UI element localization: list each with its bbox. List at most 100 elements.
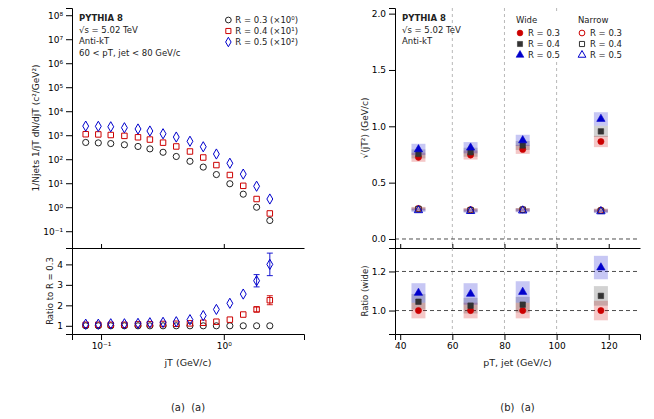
tick-label: 1.2 [372,267,386,277]
y-axis: 10⁻¹10⁰10¹10²10³10⁴10⁵10⁶10⁷10⁸ [43,9,72,249]
y-axis-title: 1/Njets 1/jT dN/djT (c²/GeV²) [31,64,41,191]
point [466,143,474,150]
point [466,289,474,296]
point [135,143,141,149]
plot-area [395,8,640,248]
x-axis: 406080100120 [395,334,641,351]
tick-label: 2.0 [372,9,387,19]
error-band [594,256,608,279]
tick-mark [66,15,72,16]
point [213,171,219,177]
point [147,137,152,142]
legend-background [223,14,300,48]
tick-label: 1.0 [372,306,387,316]
point [213,304,219,314]
point [135,135,140,140]
point [227,317,232,322]
point [187,149,192,154]
tick: 10⁰ [48,203,72,213]
point [174,144,179,149]
point [147,146,153,152]
tick: 1.5 [372,65,395,75]
tick-mark [389,239,395,240]
error-band [464,209,478,212]
tick-label: 10⁰ [217,341,232,351]
tick-mark [389,311,395,312]
point [160,129,166,139]
tick-mark [557,244,558,248]
point [227,172,232,177]
point [254,323,260,329]
point [187,136,193,146]
legend-label: R = 0.3 (×10⁰) [235,15,298,25]
legend-marker [226,28,231,33]
tick-mark [504,334,505,340]
tick-mark [66,159,72,160]
point [519,206,527,213]
point [254,181,260,191]
legend-label: R = 0.4 [528,39,560,49]
legend-label: R = 0.4 [590,39,622,49]
legend-marker [578,51,586,58]
point [121,142,127,148]
axis-line [396,335,641,341]
point [520,143,525,148]
tick-mark [400,244,401,248]
tick-label: 10⁸ [48,11,63,21]
y-axis-title: Ratio to R = 0.3 [45,257,55,325]
point [267,217,273,223]
legend-title: Wide [516,15,537,25]
tick: 120 [601,334,618,351]
tick-mark [557,334,558,340]
point [213,323,219,329]
point [241,312,246,317]
legend-marker [517,41,522,46]
error-band [516,209,530,212]
point [254,204,260,210]
legend-label: R = 0.5 [528,50,560,60]
point [598,293,603,298]
point [95,319,101,329]
point [108,122,114,132]
point [214,162,219,167]
annotation: Anti-kT [79,36,110,46]
axis-line [73,248,305,249]
plot-area [83,121,273,224]
point [187,158,193,164]
axis-line [66,249,73,335]
panel: 10⁻¹10⁰10¹10²10³10⁴10⁵10⁶10⁷10⁸1/Njets 1… [31,9,304,249]
panel: 4060801001201.01.2Ratio (wide)pT, jet (G… [360,248,641,413]
point [520,302,525,307]
tick-label: 120 [601,341,618,351]
tick: 1.0 [372,306,395,316]
point [227,158,233,168]
tick-mark [66,111,72,112]
point [135,318,141,328]
point [519,136,527,143]
point [227,323,233,329]
point [468,303,473,308]
tick: 0.5 [372,178,395,188]
reference-line [452,8,453,248]
legend-label: R = 0.5 [590,50,622,60]
tick: 1.0 [372,122,395,132]
tick [452,244,453,248]
point [267,211,272,216]
tick-mark [224,334,225,340]
point [160,140,165,145]
point [108,132,113,137]
tick: 0.0 [372,234,395,244]
tick-mark [66,231,72,232]
point [160,317,166,327]
point [95,121,101,131]
axis-line [389,9,396,249]
tick: 10⁵ [48,83,72,93]
error-band [464,209,478,212]
tick-label: 1.5 [372,65,386,75]
legend-marker [579,30,585,36]
plot-area [83,253,273,329]
chart-container: 10⁻¹10⁰10¹10²10³10⁴10⁵10⁶10⁷10⁸1/Njets 1… [0,0,654,419]
point [267,297,272,302]
tick [609,244,610,248]
tick-mark [66,63,72,64]
